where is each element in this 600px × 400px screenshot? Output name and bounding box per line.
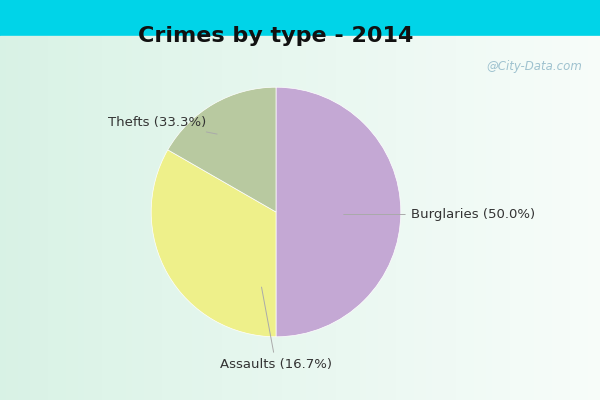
Wedge shape (151, 150, 276, 337)
Text: Thefts (33.3%): Thefts (33.3%) (107, 116, 217, 134)
Title: Crimes by type - 2014: Crimes by type - 2014 (139, 26, 413, 46)
Text: Assaults (16.7%): Assaults (16.7%) (220, 287, 332, 371)
Wedge shape (168, 87, 276, 212)
Text: @City-Data.com: @City-Data.com (486, 60, 582, 73)
Text: Burglaries (50.0%): Burglaries (50.0%) (344, 208, 535, 221)
Wedge shape (276, 87, 401, 337)
Bar (0, 0, 600, 36)
